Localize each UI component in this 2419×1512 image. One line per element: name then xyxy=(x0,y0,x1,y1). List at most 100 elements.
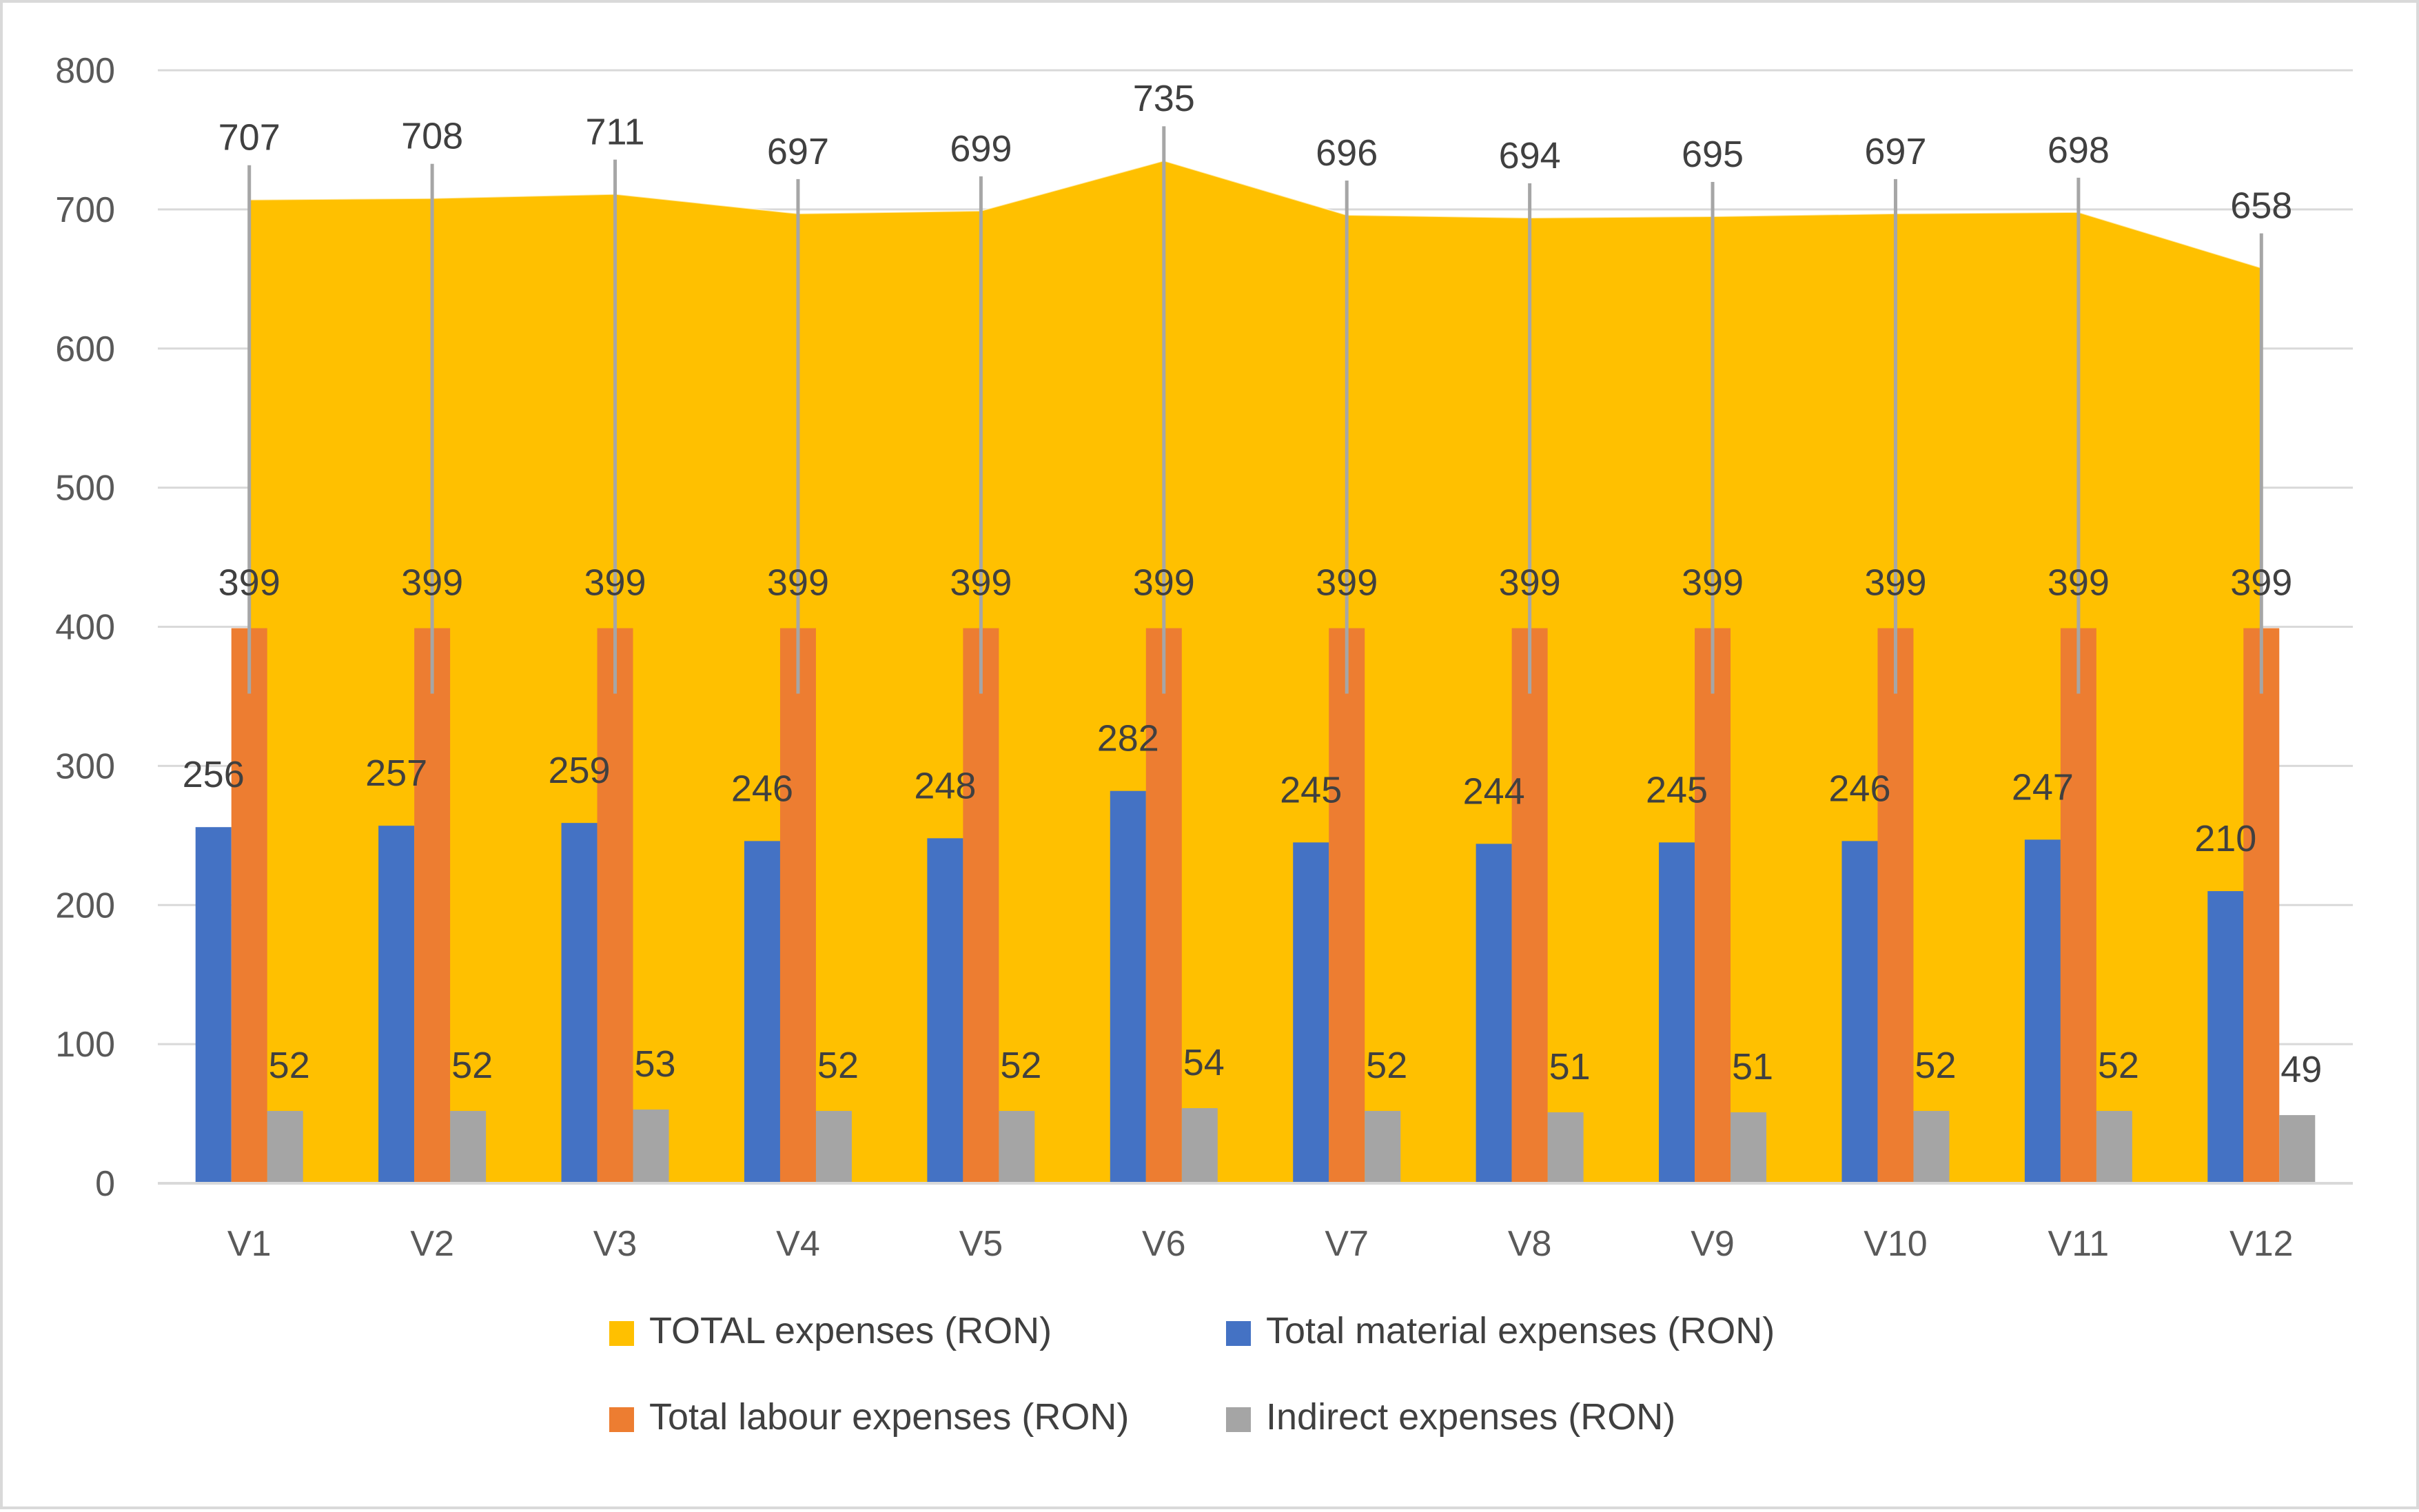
legend-label-2: Total labour expenses (RON) xyxy=(649,1396,1129,1438)
total-data-label-V4: 697 xyxy=(767,131,829,172)
labour-data-label-V6: 399 xyxy=(1133,562,1195,604)
indirect-data-label-V3: 53 xyxy=(635,1043,676,1085)
bar-indirect-V2 xyxy=(450,1111,487,1183)
x-tick-label-V8: V8 xyxy=(1508,1224,1552,1264)
bar-indirect-V9 xyxy=(1731,1112,1767,1183)
bar-indirect-V4 xyxy=(815,1111,852,1183)
indirect-data-label-V9: 51 xyxy=(1732,1046,1773,1087)
labour-data-label-V4: 399 xyxy=(767,562,829,604)
leader-lines xyxy=(247,126,2263,694)
total-data-label-V12: 658 xyxy=(2230,185,2292,227)
bar-labour-V8 xyxy=(1511,628,1548,1183)
bar-indirect-V8 xyxy=(1547,1112,1584,1183)
indirect-data-label-V7: 52 xyxy=(1366,1045,1407,1086)
y-tick-label: 700 xyxy=(55,190,115,230)
total-data-label-V2: 708 xyxy=(401,116,463,157)
indirect-data-label-V10: 52 xyxy=(1915,1045,1956,1086)
total-data-label-V9: 695 xyxy=(1682,134,1744,175)
x-tick-label-V4: V4 xyxy=(776,1224,820,1264)
bar-labour-V11 xyxy=(2060,628,2096,1183)
material-data-label-V8: 244 xyxy=(1463,770,1525,812)
bar-material-V8 xyxy=(1476,844,1512,1183)
bar-indirect-V5 xyxy=(999,1111,1035,1183)
bar-material-V3 xyxy=(561,823,598,1183)
material-data-label-V3: 259 xyxy=(548,750,610,791)
legend-swatch-0 xyxy=(609,1321,634,1346)
bar-material-V5 xyxy=(927,838,963,1183)
labour-data-label-V12: 399 xyxy=(2230,562,2292,604)
total-data-label-V10: 697 xyxy=(1864,131,1926,172)
bar-material-V11 xyxy=(2024,839,2061,1183)
material-data-label-V9: 245 xyxy=(1646,769,1708,810)
material-data-label-V1: 256 xyxy=(183,754,245,795)
labour-data-label-V11: 399 xyxy=(2048,562,2110,604)
indirect-data-label-V11: 52 xyxy=(2098,1045,2139,1086)
indirect-data-label-V5: 52 xyxy=(1000,1045,1041,1086)
x-tick-label-V1: V1 xyxy=(227,1224,272,1264)
total-expenses-area xyxy=(249,160,2262,1183)
bar-indirect-V10 xyxy=(1913,1111,1950,1183)
bar-labour-V12 xyxy=(2243,628,2280,1183)
data-labels: 707 399 256 52 708 399 257 52 711 399 259 53 697 399 2… xyxy=(183,78,2323,1090)
y-tick-label: 600 xyxy=(55,329,115,369)
material-data-label-V6: 282 xyxy=(1097,718,1159,759)
bar-indirect-V3 xyxy=(633,1110,669,1183)
indirect-data-label-V2: 52 xyxy=(451,1045,493,1086)
material-data-label-V4: 246 xyxy=(731,768,793,809)
bar-indirect-V12 xyxy=(2279,1115,2316,1183)
x-tick-label-V9: V9 xyxy=(1691,1224,1735,1264)
bars xyxy=(195,628,2316,1183)
legend: TOTAL expenses (RON) Total material expen… xyxy=(609,1310,1775,1438)
indirect-data-label-V12: 49 xyxy=(2280,1049,2322,1090)
indirect-data-label-V8: 51 xyxy=(1549,1046,1591,1087)
x-tick-label-V6: V6 xyxy=(1142,1224,1186,1264)
bar-material-V6 xyxy=(1110,790,1146,1183)
bar-labour-V9 xyxy=(1695,628,1731,1183)
material-data-label-V2: 257 xyxy=(365,753,427,794)
bar-labour-V4 xyxy=(779,628,816,1183)
labour-data-label-V10: 399 xyxy=(1864,562,1926,604)
y-tick-label: 100 xyxy=(55,1025,115,1065)
bar-indirect-V6 xyxy=(1181,1107,1218,1183)
legend-swatch-1 xyxy=(1226,1321,1251,1346)
x-tick-label-V5: V5 xyxy=(959,1224,1003,1264)
bar-indirect-V1 xyxy=(267,1111,303,1183)
total-data-label-V5: 699 xyxy=(950,128,1012,170)
bar-labour-V2 xyxy=(414,628,451,1183)
total-expenses-area-edge xyxy=(249,160,2262,269)
total-data-label-V3: 711 xyxy=(585,112,644,153)
labour-data-label-V1: 399 xyxy=(218,562,280,604)
x-tick-label-V10: V10 xyxy=(1864,1224,1928,1264)
x-tick-label-V3: V3 xyxy=(593,1224,637,1264)
x-tick-label-V7: V7 xyxy=(1325,1224,1369,1264)
legend-swatch-3 xyxy=(1226,1407,1251,1432)
y-tick-label: 0 xyxy=(95,1164,115,1204)
material-data-label-V5: 248 xyxy=(914,765,976,806)
bar-material-V7 xyxy=(1293,842,1329,1183)
total-data-label-V7: 696 xyxy=(1316,132,1378,174)
x-tick-label-V2: V2 xyxy=(410,1224,454,1264)
labour-data-label-V8: 399 xyxy=(1499,562,1561,604)
y-tick-label: 400 xyxy=(55,608,115,648)
labour-data-label-V2: 399 xyxy=(401,562,463,604)
x-tick-label-V12: V12 xyxy=(2229,1224,2294,1264)
legend-label-0: TOTAL expenses (RON) xyxy=(649,1310,1052,1351)
labour-data-label-V5: 399 xyxy=(950,562,1012,604)
bar-material-V10 xyxy=(1841,841,1878,1183)
total-data-label-V8: 694 xyxy=(1499,135,1561,176)
total-data-label-V1: 707 xyxy=(218,117,280,159)
axes: 0 100 200 300 400 500 600 700 800 V1 V2 V3 V4 V5 V6 V7 V… xyxy=(55,51,2353,1264)
indirect-data-label-V4: 52 xyxy=(817,1045,859,1086)
x-tick-label-V11: V11 xyxy=(2048,1224,2110,1264)
material-data-label-V10: 246 xyxy=(1828,768,1890,809)
bar-labour-V3 xyxy=(597,628,633,1183)
bar-material-V4 xyxy=(744,841,780,1183)
legend-label-3: Indirect expenses (RON) xyxy=(1266,1396,1675,1438)
total-expenses-area-shape xyxy=(249,161,2262,1183)
bar-labour-V1 xyxy=(231,628,267,1183)
bar-labour-V10 xyxy=(1877,628,1914,1183)
labour-data-label-V9: 399 xyxy=(1682,562,1744,604)
legend-label-1: Total material expenses (RON) xyxy=(1266,1310,1775,1351)
y-tick-label: 500 xyxy=(55,469,115,509)
